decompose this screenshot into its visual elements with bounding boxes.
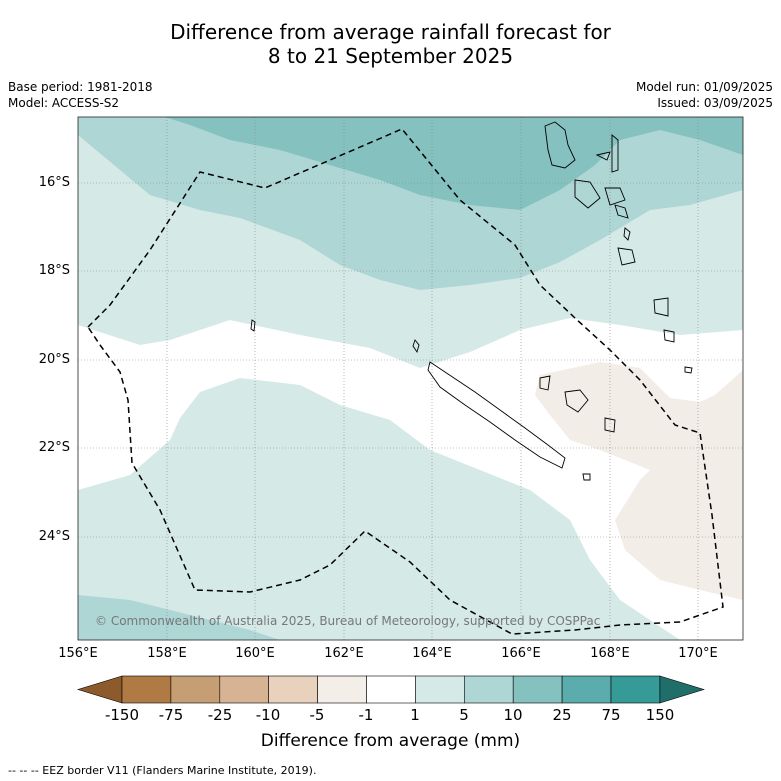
lat-label: 20°S — [38, 352, 70, 367]
copyright-note: © Commonwealth of Australia 2025, Bureau… — [95, 614, 601, 628]
lon-label: 164°E — [412, 646, 452, 661]
title-line-1: Difference from average rainfall forecas… — [170, 20, 611, 44]
colorbar-tick-label: -75 — [158, 706, 184, 724]
colorbar-tick-label: 75 — [601, 706, 621, 724]
colorbar-segment — [463, 675, 514, 704]
region-5-10-south — [78, 595, 280, 640]
colorbar-segment — [268, 675, 318, 704]
vanuatu-espiritu-santo — [544, 121, 576, 169]
colorbar-segment — [170, 675, 221, 704]
colorbar-tick-label: 10 — [503, 706, 523, 724]
vanuatu-island-small — [614, 204, 629, 219]
new-caledonia-island — [427, 361, 566, 469]
lat-label: 24°S — [38, 529, 70, 544]
map-frame — [77, 116, 744, 641]
lon-label: 166°E — [501, 646, 541, 661]
colorbar-tick-label: -1 — [358, 706, 374, 724]
vanuatu-efate — [604, 187, 626, 206]
colorbar-tick-label: 25 — [552, 706, 572, 724]
vanuatu-island-north — [595, 151, 611, 161]
lon-label: 168°E — [590, 646, 630, 661]
lat-label: 18°S — [38, 263, 70, 278]
region-10-25-north — [165, 117, 743, 210]
colorbar-segment — [512, 675, 563, 704]
colorbar-tick-label: 1 — [410, 706, 420, 724]
eez-border — [87, 128, 724, 635]
colorbar-segment — [415, 675, 465, 704]
chesterfield-islands — [250, 319, 256, 332]
lon-label: 162°E — [324, 646, 364, 661]
belep-islands — [412, 339, 420, 354]
vanuatu-malekula — [574, 179, 601, 209]
loyalty-mare — [604, 417, 616, 433]
model-name: Model: ACCESS-S2 — [8, 96, 120, 110]
colorbar-tick-label: 150 — [645, 706, 675, 724]
vanuatu-island-east — [611, 134, 619, 173]
lat-label: 22°S — [38, 440, 70, 455]
lon-label: 158°E — [147, 646, 187, 661]
colorbar-segment — [610, 675, 661, 704]
lon-label: 170°E — [678, 646, 718, 661]
colorbar-title: Difference from average (mm) — [260, 731, 521, 751]
base-period: Base period: 1981-2018 — [8, 80, 153, 94]
meta-right: Model run: 01/09/2025 Issued: 03/09/2025 — [636, 79, 773, 111]
colorbar-tick-label: -5 — [309, 706, 325, 724]
model-run: Model run: 01/09/2025 — [635, 80, 773, 94]
colorbar-tick-label: -150 — [104, 706, 140, 724]
colorbar-extend-low — [76, 675, 123, 704]
issued-date: Issued: 03/09/2025 — [657, 96, 773, 110]
colorbar-segment — [317, 675, 367, 704]
hunter-island — [653, 297, 669, 317]
lon-label: 160°E — [235, 646, 275, 661]
lon-label: 156°E — [58, 646, 98, 661]
lat-label: 16°S — [38, 175, 70, 190]
colorbar-extend-high — [659, 675, 705, 704]
coastlines — [250, 121, 693, 481]
colorbar-segment — [121, 675, 172, 704]
vanuatu-tanna — [617, 247, 636, 266]
meta-left: Base period: 1981-2018 Model: ACCESS-S2 — [8, 79, 153, 111]
walpole-island — [684, 366, 693, 374]
matthew-island — [663, 329, 675, 343]
vanuatu-erromango — [623, 227, 631, 241]
loyalty-ouvea — [539, 375, 551, 391]
title-line-2: 8 to 21 September 2025 — [267, 44, 514, 68]
region-dry-southeast — [535, 362, 743, 600]
colorbar-tick-label: 5 — [459, 706, 469, 724]
gridlines — [78, 117, 743, 640]
colorbar-tick-label: -25 — [207, 706, 233, 724]
colorbar-segment — [366, 675, 416, 704]
isle-of-pines — [582, 473, 591, 481]
eez-legend-note: -- -- -- EEZ border V11 (Flanders Marine… — [8, 764, 317, 777]
colorbar-tick-label: -10 — [255, 706, 281, 724]
loyalty-lifou — [564, 389, 589, 413]
colorbar-segment — [219, 675, 270, 704]
colorbar-segment — [561, 675, 612, 704]
